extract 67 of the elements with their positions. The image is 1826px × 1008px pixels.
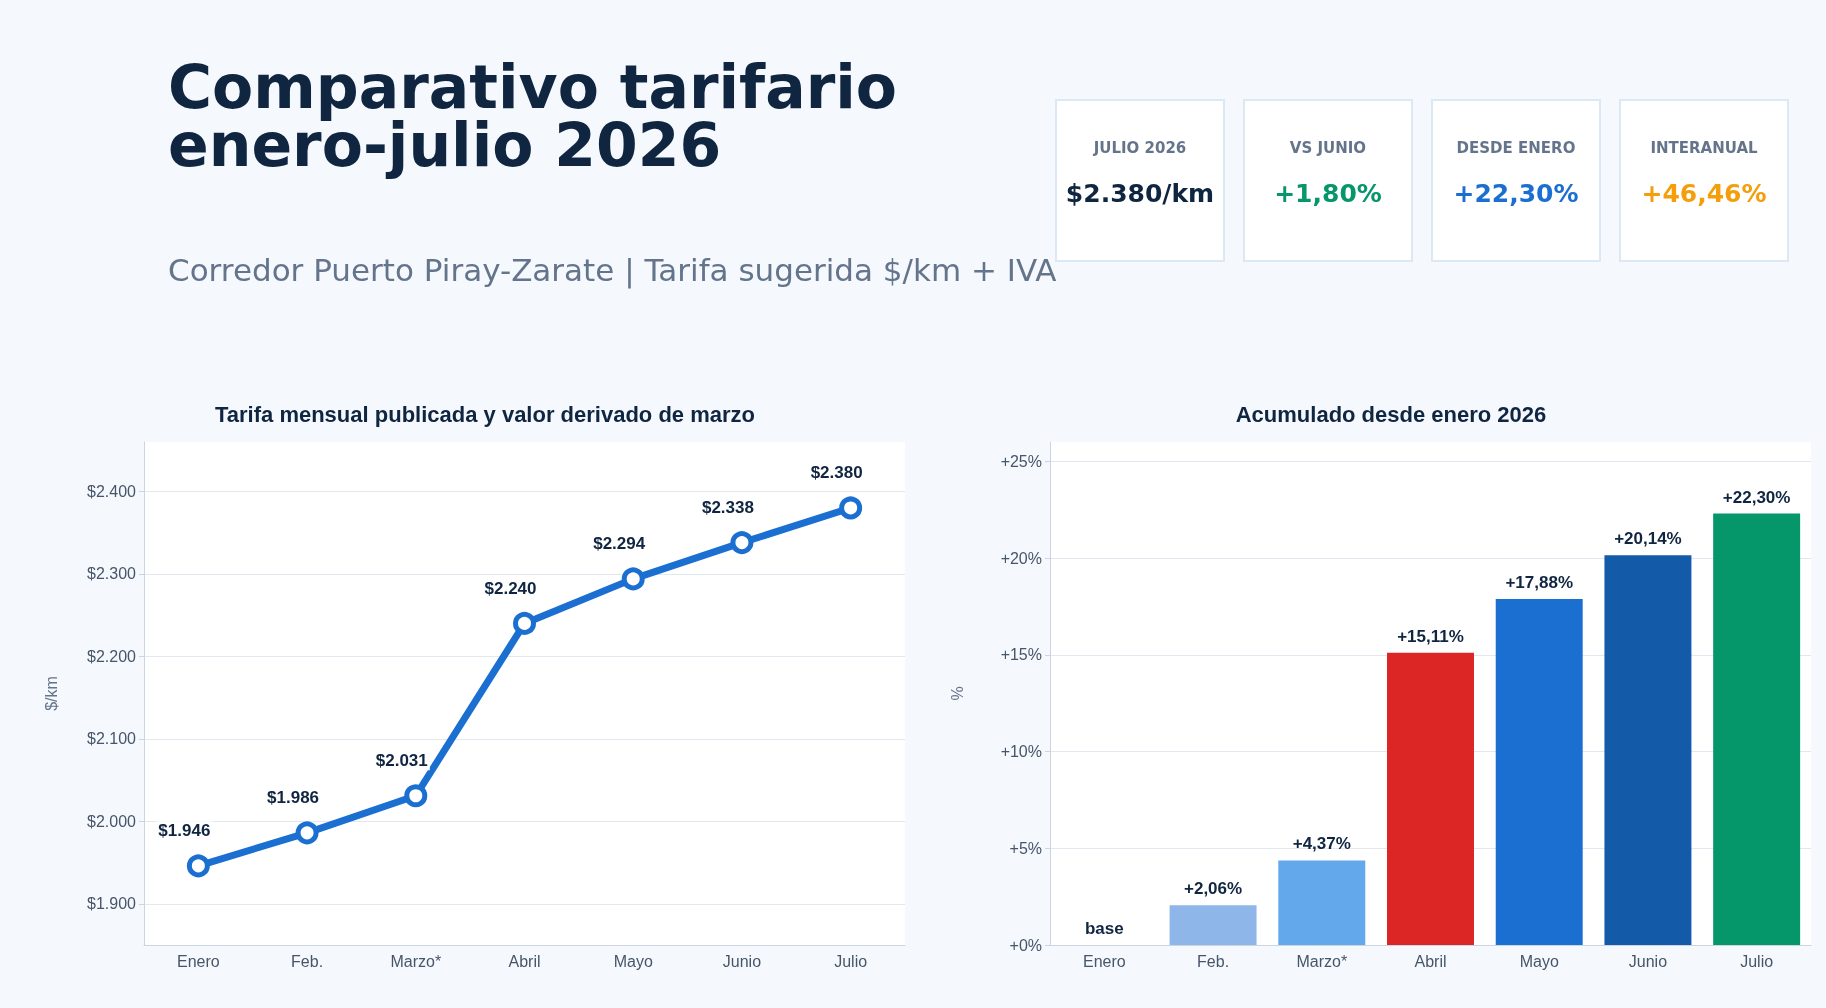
text: Comparativo tarifario enero-julio 2026 [168,52,899,180]
text: DESDE ENERO [1455,139,1577,157]
data-label: $2.240 [484,578,537,598]
x-tick-label: Feb. [1197,952,1230,970]
y-tick-label: $2.200 [87,647,137,665]
data-label: base [1084,919,1124,938]
text: +1,80% [1273,179,1383,208]
bar [1169,905,1257,945]
x-tick-label: Junio [1628,952,1668,970]
y-tick-label: $2.100 [87,730,137,748]
data-label: $2.380 [810,463,863,483]
text: JULIO 2026 [1092,139,1188,157]
text: $2.380/km [1064,179,1216,208]
x-tick-label: Mayo [1519,952,1559,970]
bar [1387,652,1474,945]
data-label: +17,88% [1505,573,1574,593]
y-tick-label: +0% [1009,936,1042,954]
data-label: $2.294 [593,534,646,554]
data-label: +15,11% [1397,626,1464,646]
data-label: +4,37% [1292,834,1351,854]
bar [1278,860,1366,945]
y-tick-label: $2.400 [87,482,137,500]
data-label: +2,06% [1184,879,1243,899]
y-axis-title: $/km [42,676,60,711]
y-tick-label: +5% [1009,839,1042,857]
chart-title: Acumulado desde enero 2026 [1235,401,1547,427]
y-tick-label: $2.000 [87,812,137,830]
point [186,854,210,878]
x-tick-label: Julio [1740,952,1774,970]
data-label: $1.946 [158,821,211,841]
text: +22,30% [1452,179,1580,208]
x-tick-label: Marzo* [390,952,442,970]
y-tick-label: $1.900 [87,895,137,913]
x-tick-label: Enero [1083,952,1126,970]
bar [1713,513,1801,945]
y-tick-label: +10% [1000,743,1042,761]
bar [1495,599,1583,945]
y-tick-label: $2.300 [87,565,137,583]
text: Corredor Puerto Piray-Zarate | Tarifa sugerida $/km + IVA [168,252,1057,288]
x-tick-label: Abril [508,952,541,970]
data-label: $2.031 [375,751,428,771]
bar [1604,555,1692,945]
point [404,784,428,808]
chart-title: Tarifa mensual publicada y valor derivado de marzo [215,401,755,427]
x-tick-label: Abril [1414,952,1447,970]
x-tick-label: Enero [177,952,220,970]
x-tick-label: Mayo [613,952,653,970]
text: VS JUNIO [1288,139,1368,157]
point [295,821,319,845]
y-tick-label: +20% [1000,549,1042,567]
data-label: $2.338 [701,498,754,518]
data-label: $1.986 [267,788,320,808]
y-tick-label: +25% [1000,452,1042,470]
point [621,567,645,591]
x-tick-label: Feb. [291,952,324,970]
x-tick-label: Junio [722,952,762,970]
y-axis-title: % [948,686,966,701]
text: INTERANUAL [1649,139,1759,157]
x-tick-label: Julio [834,952,868,970]
x-tick-label: Marzo* [1296,952,1348,970]
point [513,611,536,635]
data-label: +22,30% [1722,487,1791,507]
text: +46,46% [1640,179,1768,208]
point [730,531,754,555]
point [839,496,863,520]
data-label: +20,14% [1614,529,1682,549]
y-tick-label: +15% [1000,646,1042,664]
